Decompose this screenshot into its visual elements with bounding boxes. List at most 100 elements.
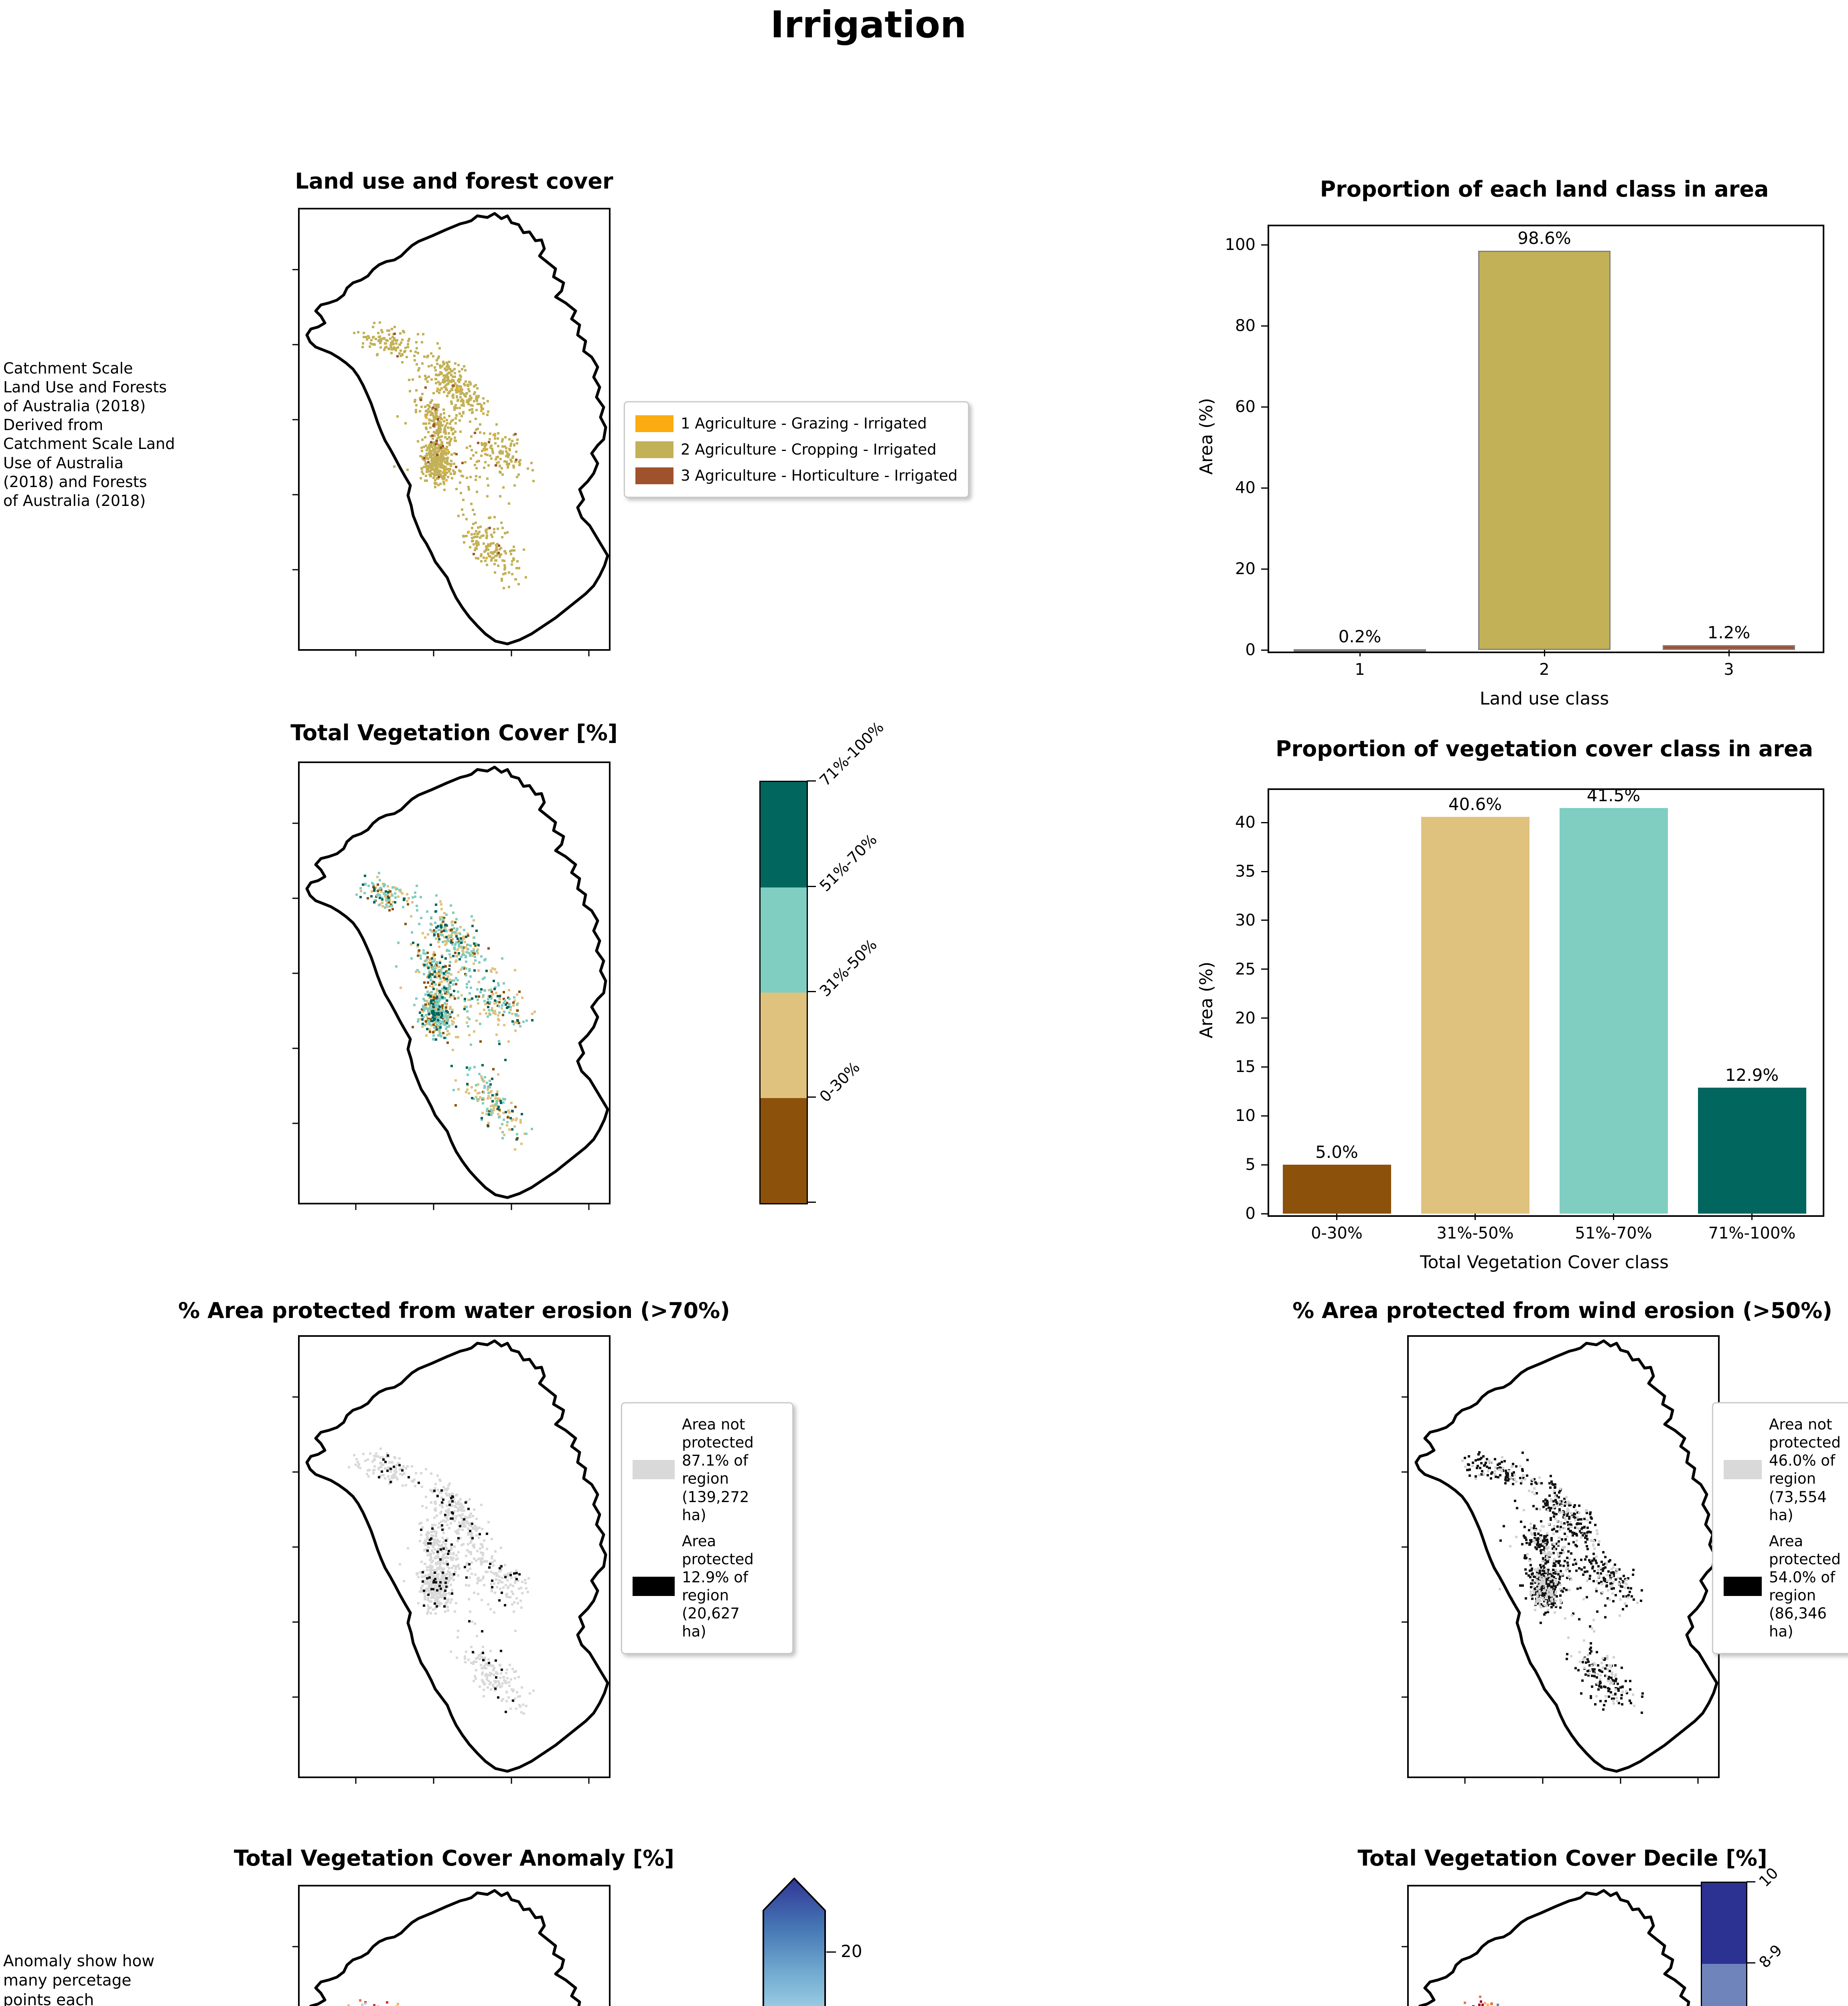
x-tick-label: 1 [1355,660,1365,679]
panel-title-wind-erosion: % Area protected from wind erosion (>50%… [1292,1298,1832,1323]
x-tick [1751,1214,1753,1220]
bar-value-label: 5.0% [1315,1142,1358,1162]
legend-label: 3 Agriculture - Horticulture - Irrigated [681,467,958,485]
y-tick [1261,1164,1268,1165]
anomaly-note: Anomaly show how many percetage points e… [3,1952,155,2006]
panel-title-vegcover: Total Vegetation Cover [%] [290,720,618,745]
y-tick [1261,1115,1268,1117]
y-tick [1261,920,1268,921]
decile-map [1402,1885,1720,2006]
panel-title-decile: Total Vegetation Cover Decile [%] [1357,1846,1767,1871]
anomaly-colorbar: 20100−10−20 [762,1877,895,2006]
colorbar-tick [807,1202,816,1203]
x-tick [1475,1214,1476,1220]
colorbar-tick [807,1096,816,1098]
colorbar-tick [1747,1881,1755,1882]
y-tick-label: 0 [1245,641,1256,659]
y-tick-label: 80 [1235,317,1256,335]
anomaly-colorbar-gradient [763,1877,826,2006]
legend-label: 1 Agriculture - Grazing - Irrigated [681,415,927,432]
legend-label: Area protected 12.9% of region (20,627 h… [682,1532,754,1641]
anomaly-map [292,1885,611,2006]
y-tick [1261,244,1268,246]
landuse-map [292,208,611,656]
legend-swatch [633,1577,675,1596]
y-tick [1261,968,1268,970]
vegclass-bar-chart: Proportion of vegetation cover class in … [1183,732,1848,1273]
page-title: Irrigation [770,3,967,46]
chart-title: Proportion of each land class in area [1320,177,1769,202]
legend-item: Area protected 12.9% of region (20,627 h… [633,1532,782,1641]
decile-colorbar: 108-94-72-31 [1701,1864,1845,2006]
legend-swatch [635,441,673,458]
x-tick-label: 3 [1724,660,1734,679]
legend-item: 1 Agriculture - Grazing - Irrigated [635,414,957,432]
landclass-bar-chart: Proportion of each land class in area 0 2 0… [1183,169,1848,709]
bar-value-label: 0.2% [1338,626,1381,646]
legend-swatch [1724,1577,1762,1596]
wind-erosion-map [1402,1335,1720,1784]
x-tick-label: 71%-100% [1708,1224,1796,1243]
y-tick-label: 20 [1235,1009,1256,1027]
colorbar [759,781,808,1204]
legend-item: 2 Agriculture - Cropping - Irrigated [635,441,957,459]
y-tick-label: 60 [1235,398,1256,416]
colorbar-segment [1702,1883,1746,1964]
colorbar-label: 31%-50% [816,936,880,1000]
panel-title-anomaly: Total Vegetation Cover Anomaly [%] [234,1846,674,1871]
plot-area [1268,788,1824,1217]
y-axis-label: Area (%) [1196,398,1217,475]
colorbar-label: 71%-100% [816,718,887,790]
legend-swatch [633,1460,675,1480]
legend-swatch [635,467,673,484]
x-tick [1336,1214,1337,1220]
panel-title-water-erosion: % Area protected from water erosion (>70… [178,1298,730,1323]
plot-area [1268,225,1824,653]
water-erosion-legend: Area not protected 87.1% of region (139,… [621,1402,793,1654]
bar-value-label: 41.5% [1586,785,1641,805]
landuse-description: Catchment Scale Land Use and Forests of … [3,359,175,510]
y-tick [1261,1213,1268,1214]
x-tick-label: 31%-50% [1436,1224,1514,1243]
bar-value-label: 40.6% [1448,794,1502,814]
x-tick [1613,1214,1614,1220]
y-tick-label: 30 [1235,911,1256,930]
chart-title: Proportion of vegetation cover class in … [1275,736,1814,761]
x-tick-label: 2 [1539,660,1550,679]
colorbar-tick [807,991,816,992]
y-tick [1261,487,1268,489]
colorbar-tick [1747,1962,1755,1963]
bar [1282,1165,1391,1214]
colorbar-segment [1702,1963,1746,2006]
colorbar-segment [761,1098,807,1203]
colorbar-tick [826,1951,836,1953]
colorbar-label: 51%-70% [816,830,880,895]
bar [1478,250,1611,650]
vegcover-colorbar: 71%-100% 51%-70% 31%-50% 0-30% [759,718,932,1226]
legend-swatch [1724,1460,1762,1480]
legend-label: 2 Agriculture - Cropping - Irrigated [681,441,937,459]
x-tick-label: 51%-70% [1575,1224,1652,1243]
y-tick [1261,871,1268,872]
colorbar-segment [761,887,807,993]
colorbar-segment [761,993,807,1098]
y-axis-label: Area (%) [1196,961,1217,1039]
bar [1421,816,1530,1214]
bar-value-label: 1.2% [1707,622,1751,642]
colorbar-label: 8-9 [1755,1941,1786,1971]
y-tick [1261,568,1268,570]
colorbar [1701,1882,1747,2006]
panel-title-landuse: Land use and forest cover [295,169,613,194]
legend-item: 3 Agriculture - Horticulture - Irrigated [635,467,957,485]
legend-item: Area not protected 46.0% of region (73,5… [1724,1415,1848,1524]
y-tick-label: 40 [1235,479,1256,497]
y-tick-label: 35 [1235,862,1256,881]
bar-value-label: 98.6% [1517,228,1571,248]
y-tick-label: 10 [1235,1107,1256,1125]
colorbar-tick [807,780,816,782]
bar [1663,645,1795,650]
y-tick [1261,649,1268,651]
landuse-legend: 1 Agriculture - Grazing - Irrigated 2 Agr… [624,401,970,498]
legend-label: Area protected 54.0% of region (86,346 h… [1769,1532,1841,1641]
